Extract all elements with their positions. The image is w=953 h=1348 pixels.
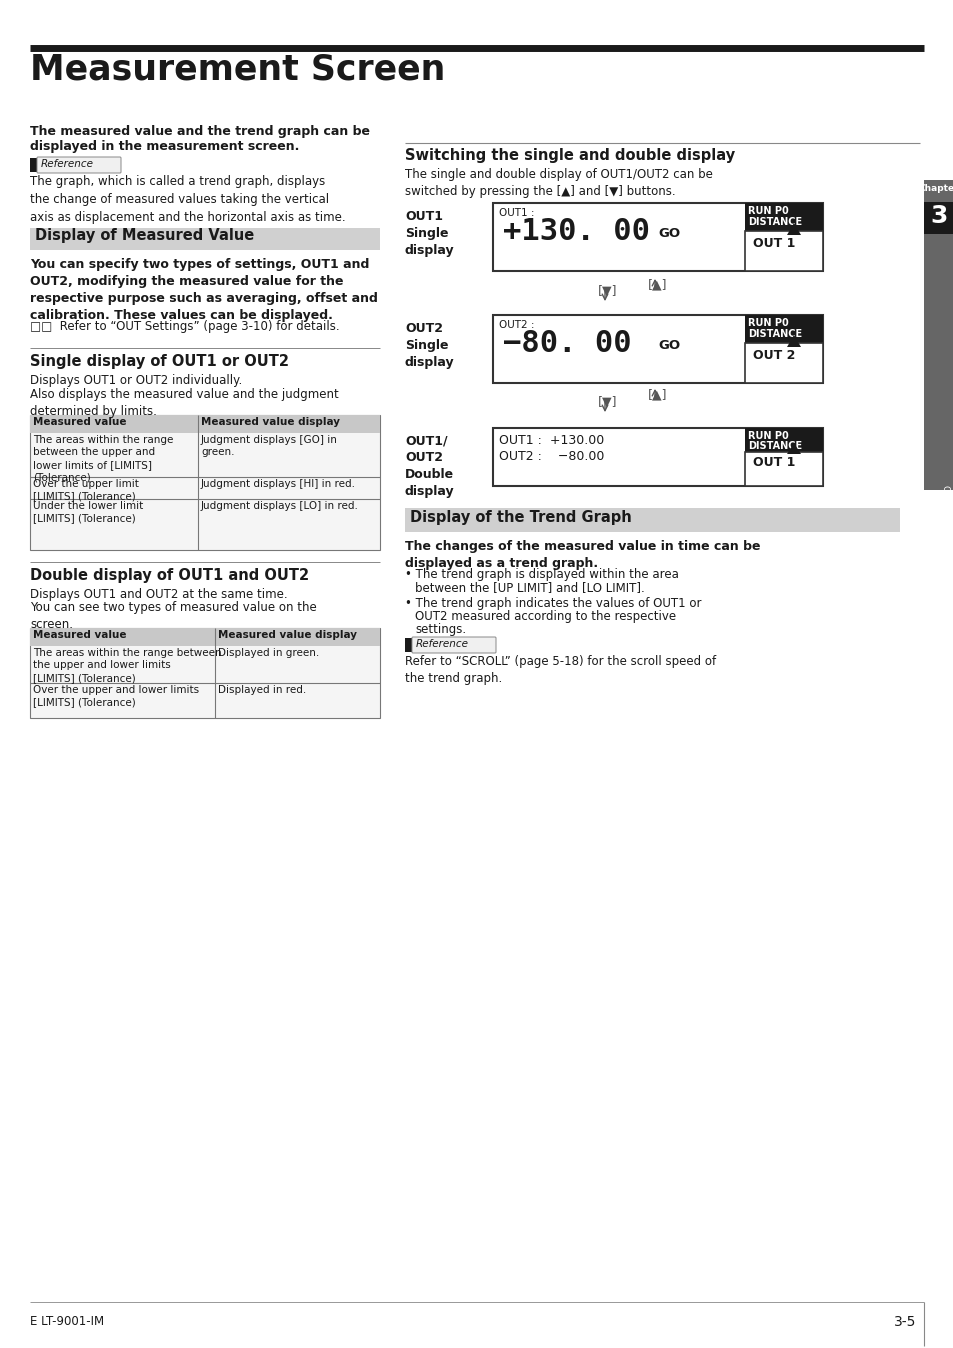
Text: 3-5: 3-5 xyxy=(893,1316,915,1329)
Bar xyxy=(30,628,379,646)
Bar xyxy=(405,638,413,652)
Text: You can see two types of measured value on the
screen.: You can see two types of measured value … xyxy=(30,601,316,631)
Text: The graph, which is called a trend graph, displays
the change of measured values: The graph, which is called a trend graph… xyxy=(30,175,345,224)
Bar xyxy=(30,158,38,173)
Text: OUT2
Single
display: OUT2 Single display xyxy=(405,322,455,369)
Bar xyxy=(923,202,953,235)
Text: between the [UP LIMIT] and [LO LIMIT].: between the [UP LIMIT] and [LO LIMIT]. xyxy=(415,581,644,594)
Bar xyxy=(744,315,822,342)
Bar xyxy=(30,628,379,718)
Text: Over the upper and lower limits
[LIMITS] (Tolerance): Over the upper and lower limits [LIMITS]… xyxy=(33,685,199,708)
Text: −80. 00: −80. 00 xyxy=(502,329,631,359)
Text: E LT-9001-IM: E LT-9001-IM xyxy=(30,1316,104,1328)
Text: OUT1 :  +130.00: OUT1 : +130.00 xyxy=(498,434,603,448)
Text: The measured value and the trend graph can be
displayed in the measurement scree: The measured value and the trend graph c… xyxy=(30,125,370,154)
Bar xyxy=(493,204,822,271)
Polygon shape xyxy=(786,336,801,346)
Bar xyxy=(744,342,822,383)
Text: Double display of OUT1 and OUT2: Double display of OUT1 and OUT2 xyxy=(30,568,309,582)
Text: GO: GO xyxy=(658,226,679,240)
Text: OUT 2: OUT 2 xyxy=(752,349,795,363)
Text: DISTANCE: DISTANCE xyxy=(747,441,801,452)
Bar xyxy=(744,429,822,452)
Text: Switching the single and double display: Switching the single and double display xyxy=(405,148,735,163)
Text: Measured value display: Measured value display xyxy=(218,630,356,640)
Text: Measured value: Measured value xyxy=(33,630,127,640)
Text: Refer to “SCROLL” (page 5-18) for the scroll speed of
the trend graph.: Refer to “SCROLL” (page 5-18) for the sc… xyxy=(405,655,716,685)
Text: Measured value display: Measured value display xyxy=(201,417,339,427)
Bar xyxy=(744,452,822,487)
Bar xyxy=(493,315,822,383)
Polygon shape xyxy=(786,222,801,235)
Text: Displays OUT1 or OUT2 individually.: Displays OUT1 or OUT2 individually. xyxy=(30,373,242,387)
Text: RUN P0: RUN P0 xyxy=(747,206,788,216)
Text: Displayed in red.: Displayed in red. xyxy=(218,685,306,696)
Text: Measurement Screen: Measurement Screen xyxy=(30,53,445,86)
Text: [▲]: [▲] xyxy=(647,278,667,291)
Text: Under the lower limit
[LIMITS] (Tolerance): Under the lower limit [LIMITS] (Toleranc… xyxy=(33,501,143,523)
Text: The single and double display of OUT1/OUT2 can be
switched by pressing the [▲] a: The single and double display of OUT1/OU… xyxy=(405,168,712,198)
Text: settings.: settings. xyxy=(415,623,466,636)
Text: DISTANCE: DISTANCE xyxy=(747,217,801,226)
Text: Displayed in green.: Displayed in green. xyxy=(218,648,319,658)
Text: The changes of the measured value in time can be
displayed as a trend graph.: The changes of the measured value in tim… xyxy=(405,541,760,570)
Text: Display of Measured Value: Display of Measured Value xyxy=(35,228,254,243)
Text: You can specify two types of settings, OUT1 and
OUT2, modifying the measured val: You can specify two types of settings, O… xyxy=(30,257,377,322)
Text: Measured value: Measured value xyxy=(33,417,127,427)
Bar xyxy=(30,228,379,249)
Text: [▼]: [▼] xyxy=(598,395,617,408)
Text: OUT2 :    −80.00: OUT2 : −80.00 xyxy=(498,450,604,462)
FancyBboxPatch shape xyxy=(37,156,121,173)
Text: Over the upper limit
[LIMITS] (Tolerance): Over the upper limit [LIMITS] (Tolerance… xyxy=(33,479,139,501)
Text: Judgment displays [LO] in red.: Judgment displays [LO] in red. xyxy=(201,501,358,511)
Text: [▼]: [▼] xyxy=(598,284,617,297)
Text: 3: 3 xyxy=(929,204,946,228)
Bar xyxy=(923,181,953,491)
Text: Display of the Trend Graph: Display of the Trend Graph xyxy=(410,510,631,524)
Text: Single display of OUT1 or OUT2: Single display of OUT1 or OUT2 xyxy=(30,355,289,369)
Text: OUT 1: OUT 1 xyxy=(752,237,795,249)
Text: RUN P0: RUN P0 xyxy=(747,431,788,441)
Text: • The trend graph is displayed within the area: • The trend graph is displayed within th… xyxy=(405,568,679,581)
Text: Reference: Reference xyxy=(41,159,94,168)
Text: Operations and Function Settings in the Displacement Mode: Operations and Function Settings in the … xyxy=(941,485,949,758)
Bar xyxy=(30,415,379,433)
Text: Reference: Reference xyxy=(416,639,469,648)
Text: Displays OUT1 and OUT2 at the same time.: Displays OUT1 and OUT2 at the same time. xyxy=(30,588,287,601)
Text: OUT2 :: OUT2 : xyxy=(498,319,534,330)
Text: +130. 00: +130. 00 xyxy=(502,217,649,245)
FancyBboxPatch shape xyxy=(412,638,496,652)
Bar xyxy=(493,429,822,487)
Text: Judgment displays [GO] in
green.: Judgment displays [GO] in green. xyxy=(201,435,337,457)
Text: Judgment displays [HI] in red.: Judgment displays [HI] in red. xyxy=(201,479,355,489)
Text: Chapter: Chapter xyxy=(918,183,953,193)
Text: The areas within the range
between the upper and
lower limits of [LIMITS]
(Toler: The areas within the range between the u… xyxy=(33,435,173,483)
Text: □□  Refer to “OUT Settings” (page 3-10) for details.: □□ Refer to “OUT Settings” (page 3-10) f… xyxy=(30,319,339,333)
Text: OUT2 measured according to the respective: OUT2 measured according to the respectiv… xyxy=(415,611,676,623)
Text: OUT 1: OUT 1 xyxy=(752,456,795,469)
Bar xyxy=(30,415,379,550)
Text: RUN P0: RUN P0 xyxy=(747,318,788,328)
Bar xyxy=(405,508,899,532)
Bar xyxy=(744,204,822,231)
Text: GO: GO xyxy=(658,338,679,352)
Text: OUT1 :: OUT1 : xyxy=(498,208,534,218)
Text: The areas within the range between
the upper and lower limits
[LIMITS] (Toleranc: The areas within the range between the u… xyxy=(33,648,221,683)
Text: OUT1
Single
display: OUT1 Single display xyxy=(405,210,455,257)
Text: DISTANCE: DISTANCE xyxy=(747,329,801,338)
Text: [▲]: [▲] xyxy=(647,388,667,400)
Text: OUT1/
OUT2
Double
display: OUT1/ OUT2 Double display xyxy=(405,434,455,497)
Bar xyxy=(744,231,822,271)
Text: • The trend graph indicates the values of OUT1 or: • The trend graph indicates the values o… xyxy=(405,597,700,611)
Polygon shape xyxy=(786,443,801,454)
Text: Also displays the measured value and the judgment
determined by limits.: Also displays the measured value and the… xyxy=(30,388,338,418)
